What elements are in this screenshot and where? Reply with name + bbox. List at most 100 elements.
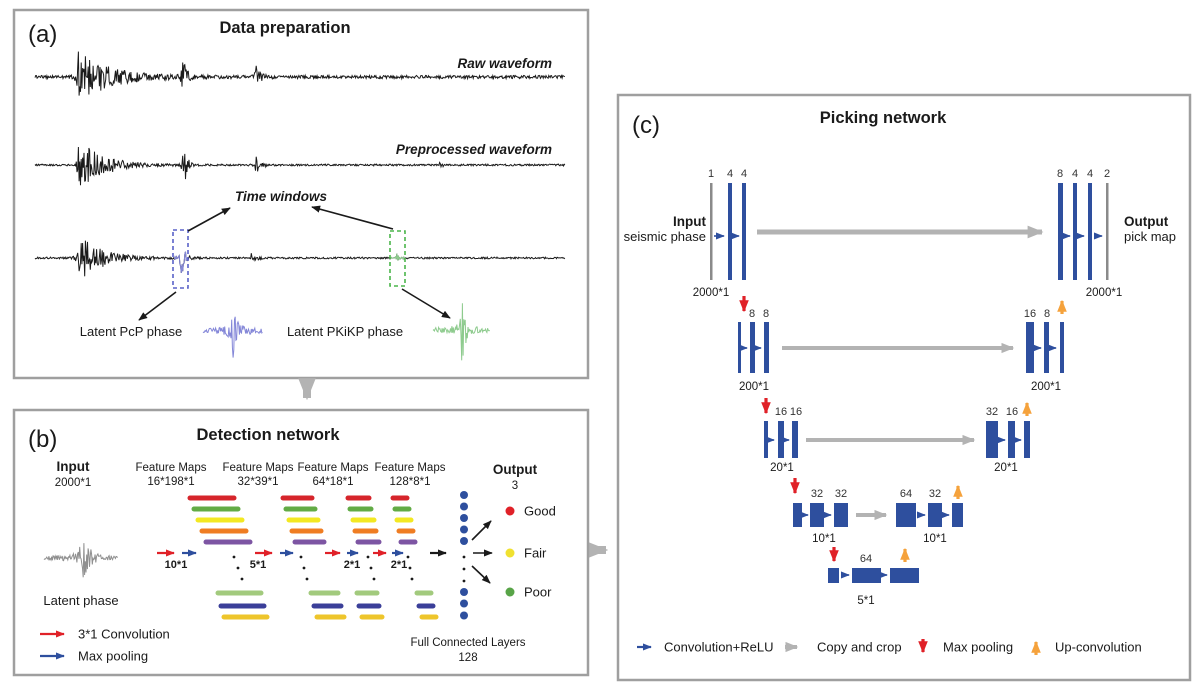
b-latent-phase-label: Latent phase <box>43 593 118 608</box>
arrow-pcp-box-to-latent <box>138 291 177 321</box>
dec-l3-ch1: 32 <box>986 406 998 418</box>
panel-c-title: Picking network <box>820 109 947 127</box>
fair-label: Fair <box>524 546 547 561</box>
unet-dec-level1: 8 4 4 2 2000*1 Output pick map <box>1057 168 1176 299</box>
dec-l2-ch1: 16 <box>1024 308 1036 320</box>
enc-l1-ch1: 1 <box>708 168 714 180</box>
unet-dec-level2: 16 8 200*1 <box>1024 308 1064 393</box>
unet-enc-level4: 32 32 10*1 <box>793 488 848 545</box>
latent-pcp-label: Latent PcP phase <box>80 324 182 339</box>
enc-l2-ch2: 8 <box>763 308 769 320</box>
panel-c-tag: (c) <box>632 112 660 139</box>
b-input-title: Input <box>57 459 90 474</box>
enc-l4-ch2: 32 <box>835 488 847 500</box>
pool-label-1: 10*1 <box>165 559 188 571</box>
pcp-time-window-box <box>172 229 189 289</box>
panel-a-title: Data preparation <box>219 19 350 37</box>
feature-map-headers: Feature Maps 16*198*1 Feature Maps 32*39… <box>136 462 446 488</box>
c-input-title: Input <box>673 214 706 229</box>
panel-b-title: Detection network <box>196 426 340 444</box>
pkikp-window-highlight <box>390 253 406 261</box>
b-output-classes: Good Fair Poor <box>505 504 556 600</box>
pool-label-2: 5*1 <box>250 559 267 571</box>
preprocessed-waveform-label: Preprocessed waveform <box>396 142 552 157</box>
raw-waveform-trace <box>34 51 565 96</box>
enc-l1-dim: 2000*1 <box>693 287 729 299</box>
latent-pkikp-waveform <box>432 303 491 361</box>
unet-enc-level1: 1 4 4 2000*1 Input seismic phase <box>624 168 747 299</box>
b-latent-phase-waveform <box>43 543 118 578</box>
fm-dim-2: 32*39*1 <box>238 476 279 488</box>
legend-upconv-label: Up-convolution <box>1055 640 1142 655</box>
fm-dots-4 <box>406 555 414 581</box>
dec-l2-ch2: 8 <box>1044 308 1050 320</box>
fm-dim-1: 16*198*1 <box>147 476 194 488</box>
bottom-ch: 64 <box>860 553 872 565</box>
b-legend: 3*1 Convolution Max pooling <box>40 627 170 664</box>
c-input-sub: seismic phase <box>624 229 706 244</box>
good-label: Good <box>524 504 556 519</box>
enc-l4-dim: 10*1 <box>812 533 836 545</box>
feature-map-group-1 <box>187 495 270 620</box>
dec-l1-dim: 2000*1 <box>1086 287 1122 299</box>
dec-l3-ch2: 16 <box>1006 406 1018 418</box>
legend-convrelu-label: Convolution+ReLU <box>664 640 773 655</box>
panel-a-data-preparation: (a) Data preparation Raw waveform Prepro… <box>12 8 590 380</box>
legend-pool-label: Max pooling <box>78 649 148 664</box>
fc-label-line1: Full Connected Layers <box>410 637 525 649</box>
pool-label-4: 2*1 <box>391 559 408 571</box>
panel-c-picking-network: (c) Picking network 1 4 4 2000*1 Input s… <box>616 93 1192 682</box>
windowed-waveform-trace <box>34 240 566 277</box>
panel-c-border <box>616 93 1192 682</box>
dec-l1-ch1: 8 <box>1057 168 1063 180</box>
enc-l4-ch1: 32 <box>811 488 823 500</box>
dec-l4-ch2: 32 <box>929 488 941 500</box>
fm-dots-1 <box>232 555 244 581</box>
b-output-arrows <box>471 520 493 584</box>
pool-label-3: 2*1 <box>344 559 361 571</box>
dec-l2-dim: 200*1 <box>1031 381 1061 393</box>
panel-b-tag: (b) <box>28 426 57 453</box>
raw-waveform-label: Raw waveform <box>457 56 552 71</box>
arrow-to-good <box>471 520 492 541</box>
legend-conv-label: 3*1 Convolution <box>78 627 170 642</box>
fair-dot <box>505 548 515 558</box>
unet-bottom-level5: 64 5*1 <box>828 553 919 607</box>
unet-enc-level2: 8 8 200*1 <box>738 308 769 393</box>
b-output-title: Output <box>493 462 538 477</box>
pkikp-time-window-box <box>389 230 406 287</box>
bottom-dim: 5*1 <box>857 595 874 607</box>
c-output-title: Output <box>1124 214 1169 229</box>
enc-l1-ch2: 4 <box>727 168 733 180</box>
fm-header-3: Feature Maps <box>298 462 369 474</box>
panel-a-border <box>12 8 590 380</box>
b-input-dim: 2000*1 <box>55 477 91 489</box>
arrow-pcp-box-to-text <box>187 207 231 232</box>
dec-l4-dim: 10*1 <box>923 533 947 545</box>
good-dot <box>505 506 515 516</box>
latent-pcp-waveform <box>202 316 263 358</box>
arrow-to-poor <box>471 565 491 584</box>
time-windows-label: Time windows <box>235 189 328 204</box>
arrow-pkikp-box-to-text <box>311 205 394 230</box>
fm-header-1: Feature Maps <box>136 462 207 474</box>
c-legend: Convolution+ReLU Copy and crop Max pooli… <box>637 639 1142 655</box>
unet-dec-level4: 64 32 10*1 <box>896 488 963 545</box>
b-conv-pool-arrows: 10*1 5*1 2*1 2*1 <box>157 549 447 571</box>
panel-a-tag: (a) <box>28 21 57 48</box>
fm-dots-3 <box>366 555 376 581</box>
enc-l1-ch3: 4 <box>741 168 747 180</box>
arrow-pkikp-box-to-latent <box>401 288 451 319</box>
fm-header-2: Feature Maps <box>223 462 294 474</box>
fm-header-4: Feature Maps <box>375 462 446 474</box>
panel-b-detection-network: (b) Detection network Input 2000*1 Featu… <box>12 408 590 677</box>
enc-l2-dim: 200*1 <box>739 381 769 393</box>
legend-copycrop-label: Copy and crop <box>817 640 902 655</box>
feature-map-group-4 <box>390 495 439 620</box>
dec-l1-ch4: 2 <box>1104 168 1110 180</box>
poor-label: Poor <box>524 585 552 600</box>
c-output-sub: pick map <box>1124 229 1176 244</box>
unet-enc-level3: 16 16 20*1 <box>764 406 802 474</box>
enc-l3-dim: 20*1 <box>770 462 794 474</box>
